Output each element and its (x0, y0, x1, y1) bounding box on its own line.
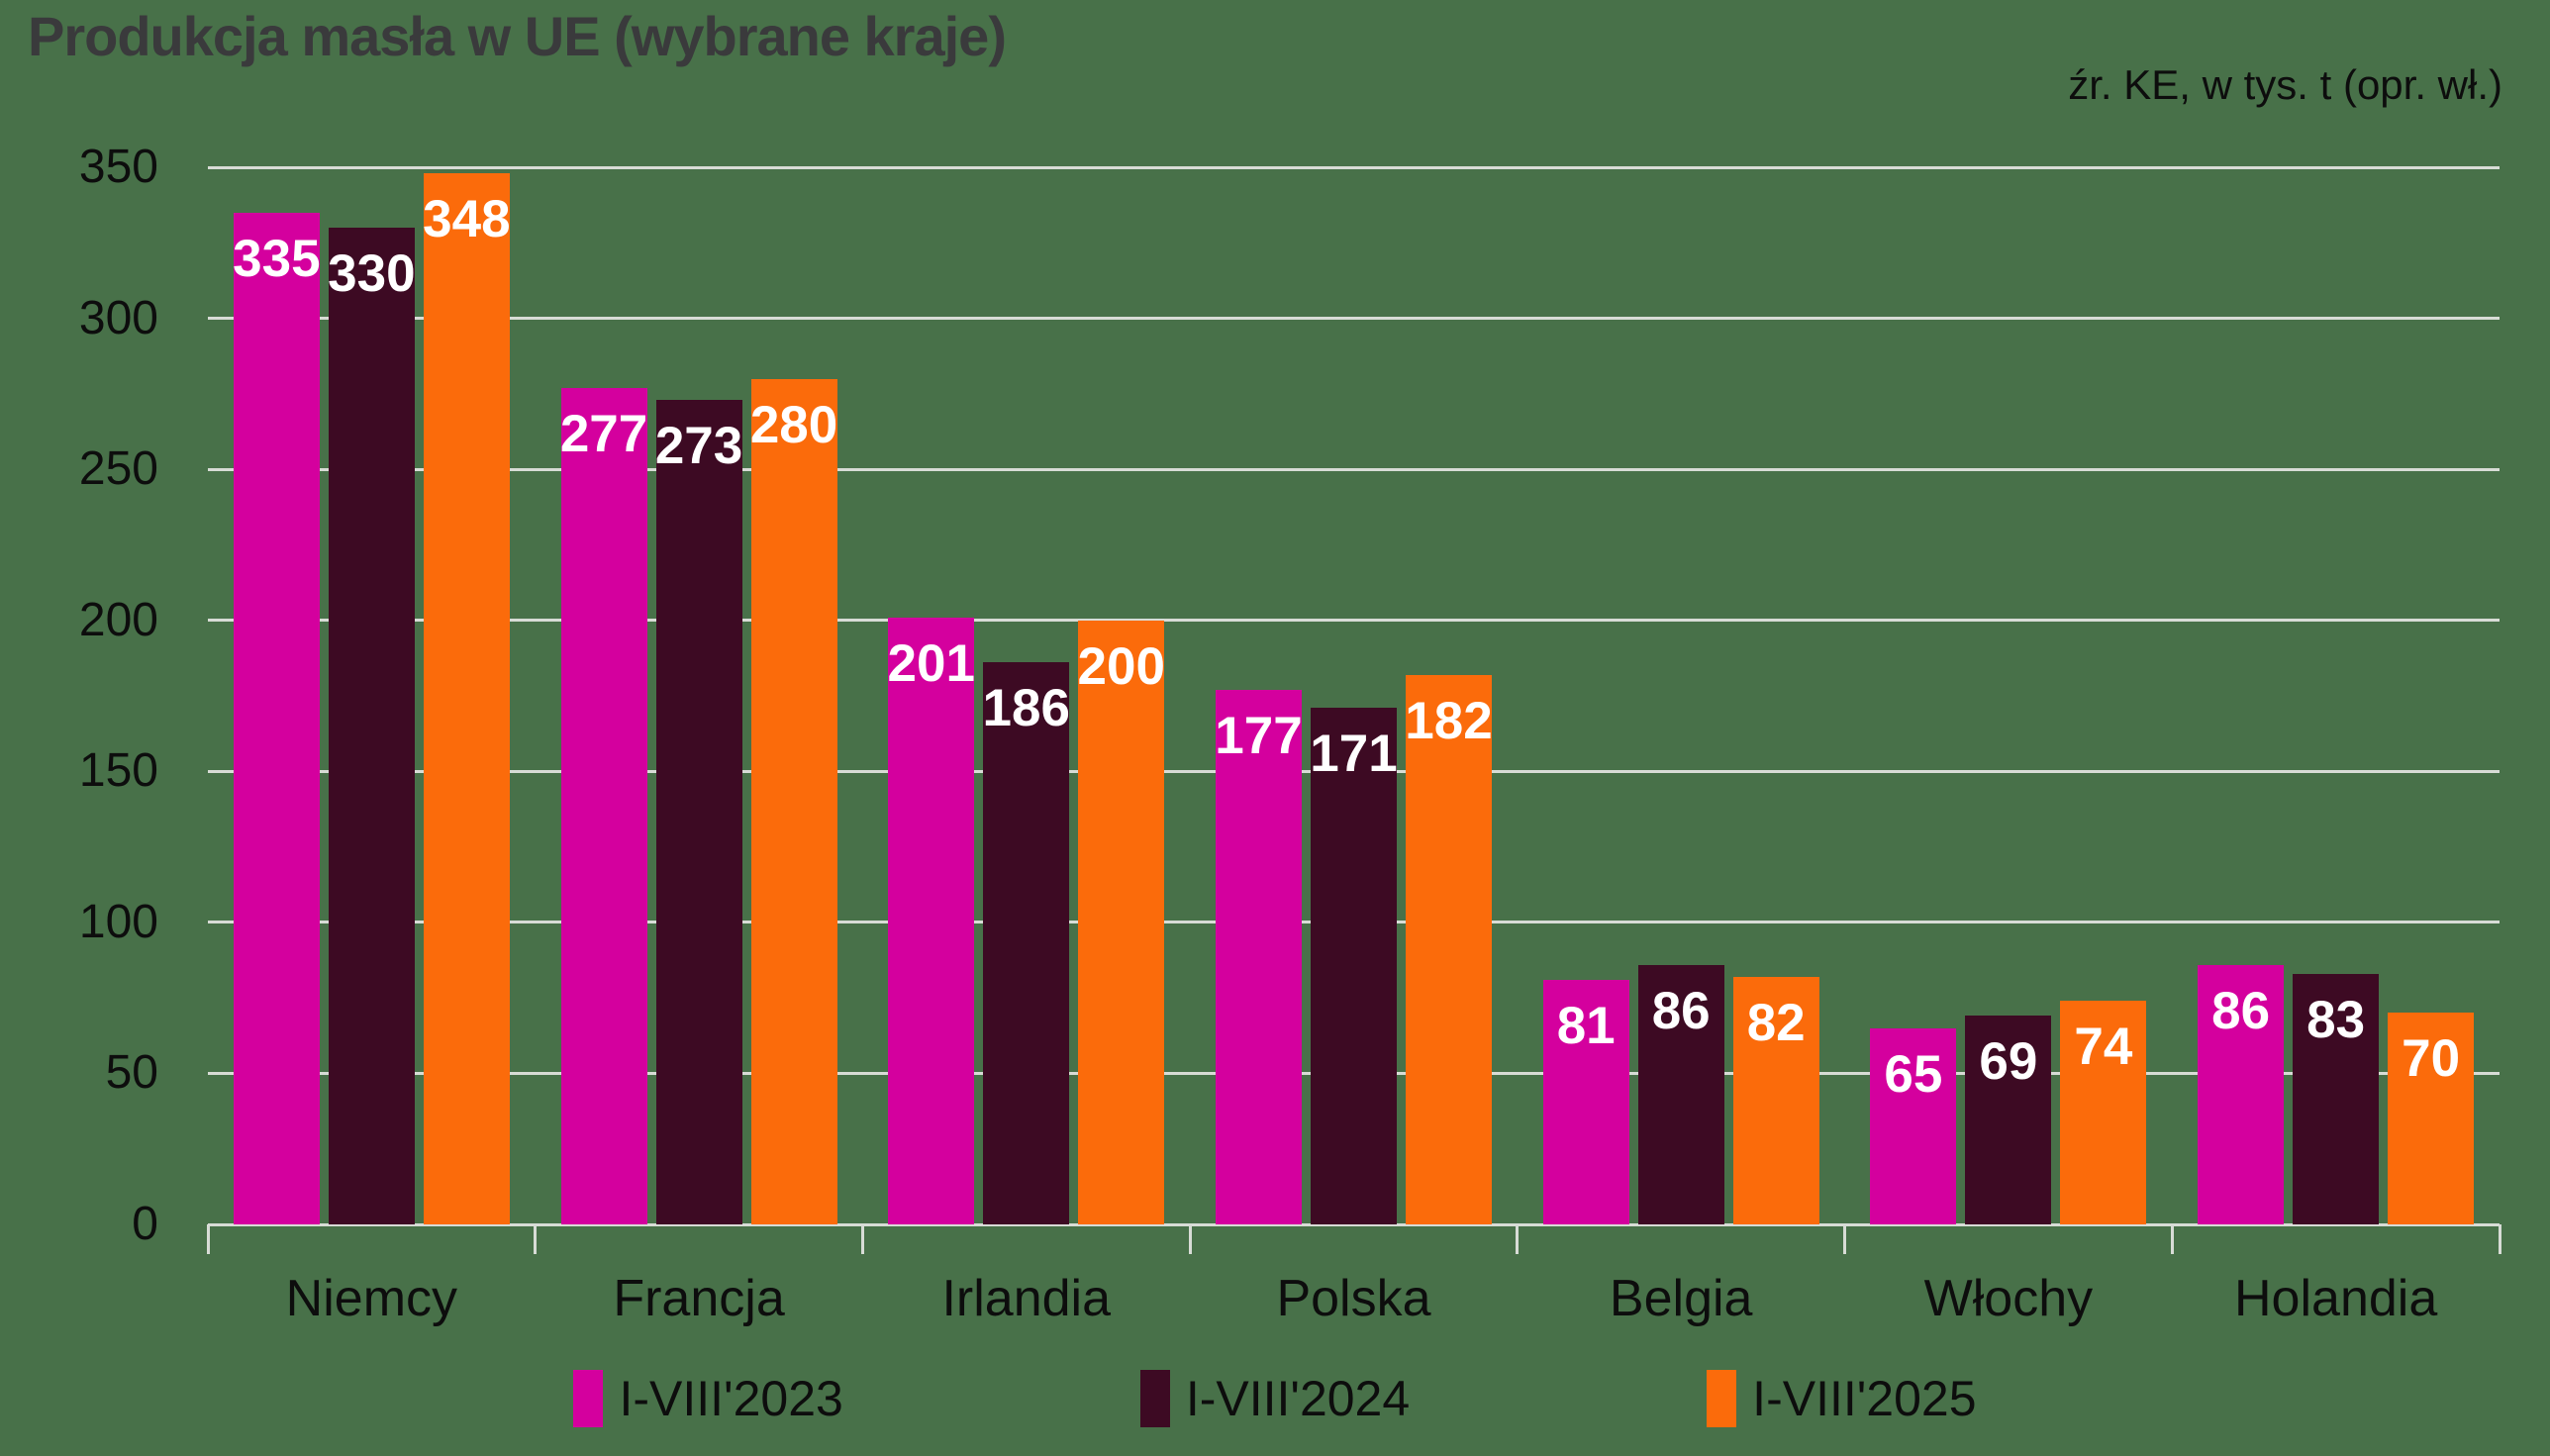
x-axis-tick (1188, 1224, 1192, 1254)
bar: 348 (423, 173, 511, 1224)
legend-label: I-VIII'2025 (1752, 1371, 1977, 1426)
legend-item: I-VIII'2023 (573, 1370, 843, 1427)
bar-value-label: 86 (1651, 981, 1711, 1040)
bar: 65 (1870, 1027, 1957, 1224)
bar-value-label: 83 (2306, 990, 2366, 1049)
bar-value-label: 171 (1310, 725, 1398, 784)
bar: 200 (1077, 620, 1165, 1224)
bar-value-label: 82 (1746, 993, 1806, 1052)
legend-label: I-VIII'2024 (1185, 1371, 1411, 1426)
bar: 330 (328, 228, 416, 1224)
legend-item: I-VIII'2025 (1707, 1370, 1977, 1427)
category-label: Włochy (1923, 1270, 2094, 1327)
category-label: Belgia (1609, 1270, 1753, 1327)
chart-title: Produkcja masła w UE (wybrane kraje) (28, 5, 1007, 67)
bar-value-label: 277 (559, 404, 648, 463)
legend-label: I-VIII'2023 (619, 1371, 843, 1426)
bar: 74 (2060, 1001, 2147, 1224)
bar-value-label: 70 (2402, 1029, 2461, 1089)
x-axis-tick (534, 1224, 538, 1254)
bar: 83 (2293, 973, 2380, 1224)
bar: 182 (1405, 674, 1493, 1224)
category-label: Irlandia (941, 1270, 1112, 1327)
bar-value-label: 65 (1884, 1044, 1943, 1104)
bar: 273 (654, 399, 743, 1224)
bar-value-label: 74 (2074, 1018, 2133, 1077)
bar-value-label: 330 (328, 244, 416, 304)
bar: 69 (1965, 1016, 2052, 1224)
x-axis-tick (860, 1224, 864, 1254)
x-axis-tick (1843, 1224, 1847, 1254)
bar-value-label: 182 (1405, 691, 1493, 750)
category-label: Holandia (2234, 1270, 2438, 1327)
category-label: Niemcy (285, 1270, 458, 1327)
bar: 81 (1542, 979, 1629, 1224)
y-tick-label: 0 (132, 1198, 158, 1250)
bar-value-label: 200 (1077, 636, 1165, 696)
bar: 171 (1310, 708, 1398, 1224)
gridline (208, 165, 2500, 169)
bar-group: 177 171 182 (1190, 167, 1518, 1224)
bar-group: 65 69 74 (1845, 167, 2173, 1224)
chart-legend: I-VIII'2023 I-VIII'2024 I-VIII'2025 (0, 1370, 2550, 1427)
x-axis-tick (206, 1224, 210, 1254)
x-axis-tick (2498, 1224, 2501, 1254)
bar: 277 (559, 387, 648, 1224)
bar-value-label: 348 (423, 190, 511, 249)
category-label: Polska (1276, 1270, 1431, 1327)
bar-value-label: 81 (1556, 996, 1616, 1055)
bar-group: 86 83 70 (2172, 167, 2500, 1224)
x-axis-tick (1516, 1224, 1520, 1254)
bar: 177 (1215, 689, 1303, 1224)
bar-value-label: 280 (749, 395, 838, 454)
legend-item: I-VIII'2024 (1139, 1370, 1411, 1427)
y-tick-label: 350 (78, 141, 158, 193)
bar-group: 335 330 348 (208, 167, 536, 1224)
category-label: Francja (613, 1270, 785, 1327)
bar: 86 (2198, 964, 2285, 1224)
legend-swatch (1707, 1370, 1737, 1427)
y-tick-label: 100 (78, 895, 158, 948)
bar: 335 (233, 212, 321, 1224)
bar-value-label: 273 (654, 416, 743, 475)
gridline (208, 317, 2500, 321)
bar-value-label: 201 (887, 633, 975, 693)
legend-swatch (1139, 1370, 1170, 1427)
bar-value-label: 177 (1215, 706, 1303, 765)
gridline (208, 1222, 2500, 1226)
bar-value-label: 186 (982, 679, 1070, 738)
legend-swatch (573, 1370, 604, 1427)
y-tick-label: 200 (78, 593, 158, 646)
bar-value-label: 335 (233, 229, 321, 288)
bar: 82 (1732, 976, 1819, 1224)
bar: 186 (982, 662, 1070, 1224)
y-tick-label: 150 (78, 744, 158, 798)
gridline (208, 619, 2500, 623)
bar: 201 (887, 617, 975, 1224)
y-tick-label: 50 (105, 1046, 158, 1100)
y-tick-label: 300 (78, 291, 158, 344)
gridline (208, 467, 2500, 471)
bar-value-label: 69 (1979, 1032, 2038, 1092)
bar: 70 (2388, 1013, 2475, 1224)
bar-group: 277 273 280 (536, 167, 863, 1224)
bar-group: 81 86 82 (1518, 167, 1845, 1224)
bar: 280 (749, 378, 838, 1224)
bar-group: 201 186 200 (862, 167, 1190, 1224)
chart-source-note: źr. KE, w tys. t (opr. wł.) (2068, 61, 2502, 108)
y-tick-label: 250 (78, 442, 158, 496)
bar-value-label: 86 (2211, 981, 2271, 1040)
bar: 86 (1637, 964, 1724, 1224)
x-axis-tick (2170, 1224, 2174, 1254)
